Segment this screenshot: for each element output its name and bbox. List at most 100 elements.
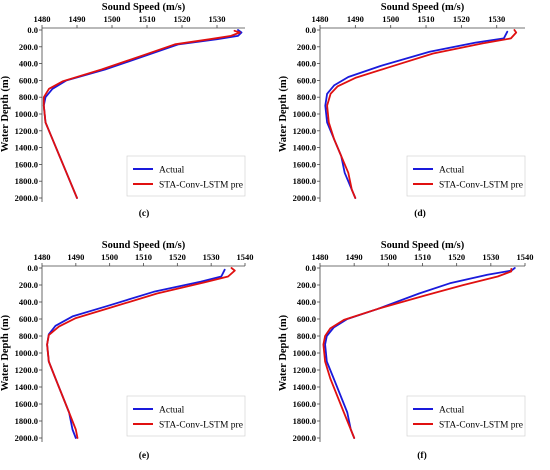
legend-entry: STA-Conv-LSTM pre	[159, 421, 243, 431]
x-tick-label: 1520	[453, 14, 470, 24]
x-tick-label: 1530	[203, 252, 220, 262]
y-tick-label: 200.0	[297, 280, 316, 290]
y-tick-label: 1400.0	[15, 143, 38, 153]
x-tick-label: 1500	[104, 14, 121, 24]
legend-box	[406, 395, 526, 437]
y-tick-label: 1200.0	[293, 126, 316, 136]
legend-entry: Actual	[439, 406, 465, 416]
x-tick-label: 1490	[346, 252, 363, 262]
legend: Actual STA-Conv-LSTM pre	[406, 155, 526, 197]
y-tick-label: 1000.0	[293, 109, 316, 119]
legend-box	[126, 155, 246, 197]
y-axis-title: Water Depth (m)	[0, 314, 11, 391]
x-tick-label: 1530	[482, 252, 499, 262]
x-tick-label: 1480	[312, 252, 329, 262]
y-tick-label: 2000.0	[15, 433, 38, 443]
x-tick-label: 1510	[418, 14, 435, 24]
panel-label: (c)	[139, 208, 150, 219]
x-tick-label: 1530	[488, 14, 505, 24]
x-tick-label: 1530	[209, 14, 226, 24]
y-tick-label: 1200.0	[293, 365, 316, 375]
x-tick-label: 1510	[139, 14, 156, 24]
y-tick-label: 1400.0	[293, 143, 316, 153]
y-axis-title: Water Depth (m)	[278, 75, 289, 152]
y-tick-label: 1600.0	[293, 399, 316, 409]
y-tick-label: 0.0	[27, 263, 38, 273]
y-tick-label: 1200.0	[15, 126, 38, 136]
x-tick-label: 1500	[382, 14, 399, 24]
y-tick-label: 1800.0	[293, 176, 316, 186]
x-tick-label: 1540	[237, 252, 254, 262]
y-tick-label: 600.0	[19, 75, 38, 85]
series-line-prediction	[42, 29, 241, 199]
y-tick-label: 600.0	[297, 314, 316, 324]
y-tick-label: 200.0	[297, 42, 316, 52]
chart-panel-1: Sound Speed (m/s) Water Depth (m) 1480 1490…	[0, 2, 246, 219]
y-tick-label: 600.0	[297, 75, 316, 85]
legend-box	[406, 155, 526, 197]
series-line-actual	[324, 30, 509, 199]
y-tick-label: 1600.0	[293, 159, 316, 169]
y-tick-label: 2000.0	[15, 193, 38, 203]
legend: Actual STA-Conv-LSTM pre	[126, 395, 246, 437]
y-tick-label: 1800.0	[15, 176, 38, 186]
y-tick-label: 1400.0	[15, 382, 38, 392]
x-tick-label: 1490	[67, 252, 84, 262]
series-line-actual	[324, 267, 516, 439]
chart-panel-4: Sound Speed (m/s) Water Depth (m) 1480 1490…	[278, 240, 534, 461]
x-tick-label: 1480	[34, 14, 51, 24]
legend-entry: STA-Conv-LSTM pre	[159, 181, 243, 191]
panel-label: (d)	[414, 208, 426, 219]
panel-label: (f)	[417, 450, 427, 461]
y-axis-title: Water Depth (m)	[278, 314, 289, 391]
x-tick-label: 1480	[312, 14, 329, 24]
y-axis-title: Water Depth (m)	[0, 75, 11, 152]
legend: Actual STA-Conv-LSTM pre	[406, 395, 526, 437]
x-axis-title: Sound Speed (m/s)	[102, 240, 186, 251]
x-tick-label: 1490	[69, 14, 86, 24]
y-tick-label: 1600.0	[15, 399, 38, 409]
chart-panel-3: Sound Speed (m/s) Water Depth (m) 1480 1490…	[0, 240, 254, 461]
x-tick-label: 1500	[380, 252, 397, 262]
y-tick-label: 400.0	[297, 297, 316, 307]
y-tick-label: 1000.0	[293, 348, 316, 358]
y-tick-label: 1800.0	[15, 416, 38, 426]
x-axis-title: Sound Speed (m/s)	[381, 2, 465, 13]
y-tick-label: 1000.0	[15, 109, 38, 119]
series-line-prediction	[326, 29, 518, 199]
x-tick-label: 1510	[414, 252, 431, 262]
y-tick-label: 1200.0	[15, 365, 38, 375]
y-tick-label: 200.0	[19, 42, 38, 52]
legend-entry: STA-Conv-LSTM pre	[439, 181, 523, 191]
y-tick-label: 2000.0	[293, 433, 316, 443]
y-tick-label: 800.0	[297, 331, 316, 341]
y-tick-label: 1600.0	[15, 159, 38, 169]
x-tick-label: 1520	[169, 252, 186, 262]
legend: Actual STA-Conv-LSTM pre	[126, 155, 246, 197]
legend-entry: Actual	[439, 166, 465, 176]
x-axis-title: Sound Speed (m/s)	[102, 2, 186, 13]
y-tick-label: 0.0	[27, 25, 38, 35]
series-line-prediction	[46, 267, 236, 439]
x-tick-label: 1520	[448, 252, 465, 262]
series-line-prediction	[322, 268, 513, 439]
y-tick-label: 1800.0	[293, 416, 316, 426]
y-tick-label: 600.0	[19, 314, 38, 324]
x-axis-title: Sound Speed (m/s)	[381, 240, 465, 251]
legend-entry: Actual	[159, 166, 185, 176]
y-tick-label: 800.0	[297, 92, 316, 102]
legend-box	[126, 395, 246, 437]
y-tick-label: 1000.0	[15, 348, 38, 358]
y-tick-label: 400.0	[19, 59, 38, 69]
y-tick-label: 400.0	[297, 59, 316, 69]
legend-entry: STA-Conv-LSTM pre	[439, 421, 523, 431]
y-tick-label: 800.0	[19, 92, 38, 102]
y-tick-label: 2000.0	[293, 193, 316, 203]
y-tick-label: 800.0	[19, 331, 38, 341]
x-tick-label: 1480	[34, 252, 51, 262]
chart-panel-2: Sound Speed (m/s) Water Depth (m) 1480 1490…	[278, 2, 526, 219]
y-tick-label: 0.0	[305, 263, 316, 273]
legend-entry: Actual	[159, 406, 185, 416]
